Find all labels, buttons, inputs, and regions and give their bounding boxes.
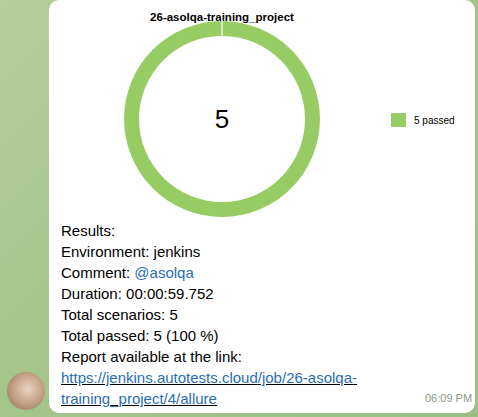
chart: 26-asolqa-training_project55 passed: [0, 0, 478, 220]
field-label: Total passed:: [61, 327, 149, 344]
results-heading: Results:: [61, 220, 115, 241]
avatar[interactable]: [7, 372, 45, 410]
result-field: Total scenarios: 5: [61, 304, 178, 325]
field-label: Duration:: [61, 285, 122, 302]
heading-text: Results:: [61, 222, 115, 239]
result-field: Comment: @asolqa: [61, 262, 194, 283]
field-value: 00:00:59.752: [126, 285, 214, 302]
timestamp: 06:09 PM: [425, 392, 472, 404]
field-value: jenkins: [154, 243, 201, 260]
field-value[interactable]: @asolqa: [134, 264, 193, 281]
result-field: Duration: 00:00:59.752: [61, 283, 214, 304]
caption-text: Report available at the link:: [61, 348, 242, 365]
result-field: Total passed: 5 (100 %): [61, 325, 219, 346]
legend-swatch: [391, 113, 406, 127]
donut-slice[interactable]: [124, 21, 320, 217]
field-label: Total scenarios:: [61, 306, 165, 323]
field-value: 5: [169, 306, 177, 323]
link-text[interactable]: https://jenkins.autotests.cloud/job/26-a…: [61, 369, 357, 407]
field-label: Environment:: [61, 243, 149, 260]
field-value: 5 (100 %): [154, 327, 219, 344]
donut: [124, 20, 320, 217]
result-field: Environment: jenkins: [61, 241, 200, 262]
slice-boundary: [221, 20, 222, 37]
link-caption: Report available at the link:: [61, 346, 242, 367]
field-label: Comment:: [61, 264, 130, 281]
legend-entry[interactable]: 5 passed: [414, 115, 455, 126]
report-link[interactable]: https://jenkins.autotests.cloud/job/26-a…: [61, 367, 401, 409]
data-label: 5: [215, 104, 229, 134]
